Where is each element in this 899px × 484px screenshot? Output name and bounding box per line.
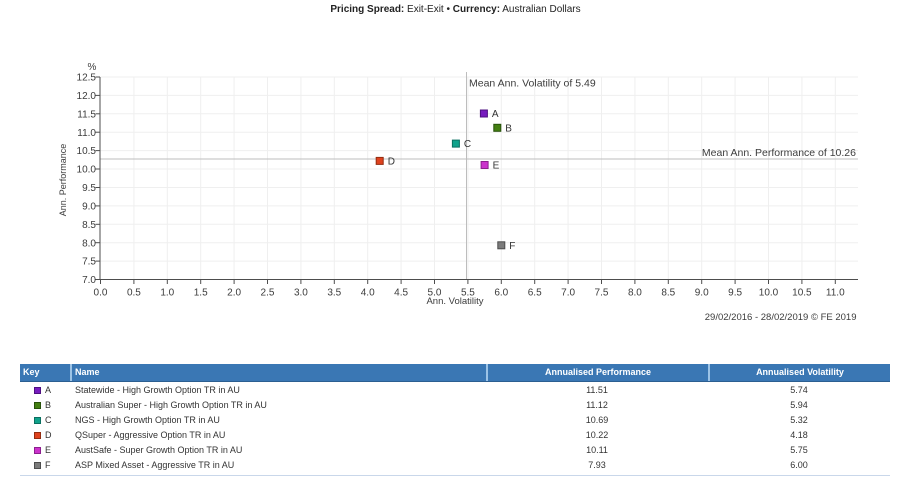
- svg-text:0.0: 0.0: [94, 288, 108, 299]
- svg-text:8.0: 8.0: [82, 238, 96, 249]
- svg-text:Mean Ann. Volatility of 5.49: Mean Ann. Volatility of 5.49: [469, 78, 596, 90]
- svg-text:A: A: [492, 109, 499, 120]
- svg-text:4.5: 4.5: [394, 288, 408, 299]
- svg-text:12.5: 12.5: [77, 73, 97, 84]
- svg-text:11.0: 11.0: [826, 288, 845, 299]
- svg-text:9.0: 9.0: [82, 202, 96, 213]
- svg-text:E: E: [493, 161, 500, 172]
- svg-text:0.5: 0.5: [127, 288, 141, 299]
- svg-text:6.0: 6.0: [494, 288, 508, 299]
- svg-text:3.0: 3.0: [294, 288, 308, 299]
- svg-text:1.0: 1.0: [160, 288, 174, 299]
- svg-text:B: B: [505, 123, 512, 134]
- svg-text:D: D: [388, 157, 395, 168]
- svg-text:10.0: 10.0: [77, 165, 97, 176]
- svg-text:5.0: 5.0: [428, 288, 442, 299]
- svg-text:9.0: 9.0: [695, 288, 709, 299]
- svg-text:11.0: 11.0: [77, 128, 96, 139]
- svg-text:Ann. Volatility: Ann. Volatility: [426, 296, 483, 307]
- svg-text:7.0: 7.0: [82, 275, 96, 286]
- svg-text:29/02/2016 - 28/02/2019 © FE 2: 29/02/2016 - 28/02/2019 © FE 2019: [705, 312, 857, 323]
- svg-text:9.5: 9.5: [728, 288, 742, 299]
- svg-text:4.0: 4.0: [361, 288, 375, 299]
- svg-text:Mean Ann. Performance of 10.26: Mean Ann. Performance of 10.26: [702, 147, 856, 159]
- svg-text:9.5: 9.5: [82, 183, 96, 194]
- svg-text:10.0: 10.0: [759, 288, 779, 299]
- svg-text:1.5: 1.5: [194, 288, 208, 299]
- svg-text:F: F: [509, 241, 515, 252]
- svg-text:10.5: 10.5: [77, 146, 97, 157]
- svg-text:7.5: 7.5: [82, 257, 96, 268]
- svg-text:12.0: 12.0: [77, 91, 97, 102]
- svg-text:2.0: 2.0: [227, 288, 241, 299]
- svg-text:5.5: 5.5: [461, 288, 475, 299]
- svg-text:C: C: [464, 139, 471, 150]
- svg-text:11.5: 11.5: [77, 109, 96, 120]
- svg-text:6.5: 6.5: [528, 288, 542, 299]
- svg-text:Ann. Performance: Ann. Performance: [58, 144, 68, 217]
- svg-text:10.5: 10.5: [792, 288, 812, 299]
- svg-text:2.5: 2.5: [261, 288, 275, 299]
- svg-text:8.0: 8.0: [628, 288, 642, 299]
- svg-text:%: %: [88, 62, 97, 73]
- svg-text:7.0: 7.0: [561, 288, 575, 299]
- svg-text:8.5: 8.5: [82, 220, 96, 231]
- svg-text:7.5: 7.5: [595, 288, 609, 299]
- svg-text:3.5: 3.5: [327, 288, 341, 299]
- svg-text:8.5: 8.5: [661, 288, 675, 299]
